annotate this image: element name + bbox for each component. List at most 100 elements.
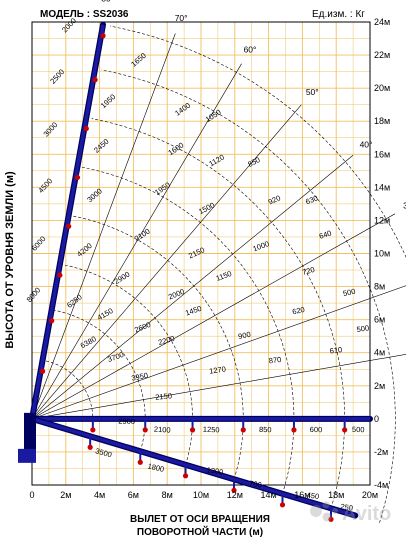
angle-label: 50° [306, 87, 319, 97]
x-tick-label: 10м [193, 490, 209, 500]
capacity-label: 900 [237, 330, 251, 341]
y-tick-label: 14м [374, 182, 390, 192]
capacity-label: 2150 [155, 391, 172, 401]
x-tick-label: 8м [162, 490, 173, 500]
capacity-label: 720 [301, 265, 315, 277]
hook-block [182, 473, 189, 479]
capacity-label: 3700 [106, 350, 125, 364]
avito-wordmark: Avito [342, 503, 391, 525]
capacity-label: 870 [268, 355, 282, 366]
capacity-label: 1120 [207, 152, 225, 168]
capacity-label: 1150 [215, 269, 233, 283]
angle-ray [31, 285, 406, 420]
angle-label: 80° [101, 0, 114, 4]
hook-block [39, 368, 46, 374]
capacity-label: 630 [304, 193, 319, 206]
hook-block [240, 427, 246, 433]
model-label: МОДЕЛЬ : SS2036 [40, 9, 129, 20]
axis-ticks: 0 2м 4м 6м 8м 10м 12м 14м 16м 18м 20м-4м-2м02м4м6м… [29, 17, 390, 500]
boom-body-highlight [30, 24, 105, 420]
capacity-label: 2150 [187, 245, 206, 260]
angle-label: 30° [403, 201, 406, 211]
crane-base [18, 448, 36, 463]
capacity-label: 2900 [112, 270, 131, 286]
plot-frame [31, 21, 371, 486]
y-tick-label: 24м [374, 17, 390, 27]
x-tick-label: 6м [128, 490, 139, 500]
y-tick-label: 4м [374, 348, 385, 358]
y-tick-label: 6м [374, 315, 385, 325]
boom-angle-rays: 80°70°60°50°40°30°20°10°0°-17° [31, 0, 406, 420]
range-arc [109, 25, 406, 258]
x-tick-label: 4м [94, 490, 105, 500]
hook-block [142, 427, 148, 433]
capacity-label: 3500 [94, 446, 112, 459]
hook-block [83, 125, 89, 132]
capacity-label: 3000 [85, 187, 104, 205]
capacity-label: 8000 [25, 286, 43, 304]
avito-dots-icon [310, 501, 338, 522]
hook-block [342, 427, 348, 433]
hook-block [328, 516, 334, 522]
capacity-label: 1270 [209, 364, 227, 375]
hook-block [66, 223, 72, 229]
capacity-label: 1950 [99, 92, 117, 110]
x-tick-label: 12м [227, 490, 243, 500]
capacity-label: 2100 [154, 425, 171, 435]
x-tick-label: 20м [362, 490, 378, 500]
capacity-label: 620 [291, 305, 305, 316]
y-tick-label: 10м [374, 249, 390, 259]
capacity-label: 450 [306, 490, 320, 501]
capacity-label: 3000 [41, 120, 59, 138]
hook-block [279, 502, 286, 508]
capacity-label: 2100 [133, 227, 152, 244]
capacity-label: 920 [267, 193, 282, 206]
capacity-label: 500 [356, 323, 370, 334]
capacity-label: 600 [310, 425, 323, 434]
capacity-label: 500 [352, 425, 365, 434]
capacity-label: 700 [249, 479, 263, 490]
capacity-label: 850 [259, 425, 272, 434]
angle-ray [31, 155, 354, 420]
capacity-label: 2600 [133, 320, 152, 335]
capacity-label: 3950 [131, 371, 149, 383]
capacity-label: 2200 [157, 334, 176, 347]
capacity-label: 850 [246, 155, 261, 169]
hook-block [87, 444, 93, 450]
hook-block [137, 459, 143, 465]
angle-ray [31, 63, 242, 420]
angle-ray [31, 33, 176, 419]
y-tick-label: 0 [374, 414, 379, 424]
y-axis-label: ВЫСОТА ОТ УРОВНЯ ЗЕМЛИ (м) [4, 171, 16, 349]
hook-block [100, 33, 106, 39]
working-range-arcs [43, 25, 406, 523]
x-axis-label-line2: ПОВОРОТНОЙ ЧАСТИ (м) [137, 525, 263, 538]
hook-block [57, 272, 63, 278]
avito-watermark: Avito [310, 501, 391, 525]
capacity-label: 2000 [167, 287, 186, 302]
angle-ray [31, 213, 396, 420]
capacity-label: 1500 [197, 200, 216, 216]
boom-positions [18, 21, 373, 522]
angle-label: 70° [175, 13, 188, 23]
capacity-label: 1300 [206, 465, 224, 477]
y-tick-label: 20м [374, 83, 390, 93]
capacity-label: 1950 [153, 180, 172, 197]
x-tick-label: 18м [328, 490, 344, 500]
hook-block [90, 427, 96, 433]
hook-block [231, 487, 237, 493]
capacity-label: 6250 [65, 292, 84, 309]
hook-block [291, 427, 297, 433]
angle-ray [31, 104, 302, 420]
y-tick-label: 16м [374, 149, 390, 159]
x-tick-label: 16м [294, 490, 310, 500]
capacity-label: 4500 [36, 176, 54, 194]
x-tick-label: 2м [60, 490, 71, 500]
capacity-label: 1400 [173, 101, 192, 118]
hook-block [189, 427, 196, 433]
capacity-label: 250 [340, 502, 354, 513]
y-tick-label: 2м [374, 381, 385, 391]
range-arc [62, 264, 193, 465]
capacity-label: 640 [318, 228, 333, 240]
